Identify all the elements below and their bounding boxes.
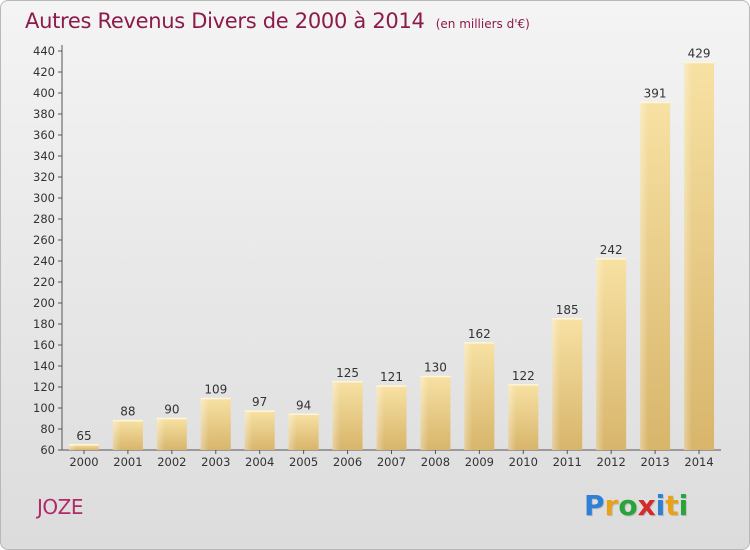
bar-2000 [68, 444, 99, 450]
bar-highlight [596, 258, 605, 450]
bar-value-label: 391 [644, 86, 667, 100]
y-tick-label: 180 [33, 317, 55, 331]
bar-highlight [420, 376, 429, 450]
bar-value-label: 90 [164, 403, 179, 417]
x-tick-label: 2007 [377, 455, 406, 469]
y-tick-label: 140 [33, 359, 55, 373]
brand-letter: o [618, 489, 638, 522]
bar-highlight [200, 398, 209, 450]
x-tick-label: 2011 [553, 455, 582, 469]
x-tick-label: 2002 [157, 455, 186, 469]
x-tick-label: 2009 [465, 455, 494, 469]
bar-value-labels: 65 88 90 109 97 94 125 121 130 162 122 185 242 391 429 [76, 47, 710, 443]
bar-highlight [552, 318, 561, 450]
brand-logo: Proxiti [584, 489, 688, 522]
bar-highlight [640, 102, 649, 450]
brand-letter: i [655, 489, 666, 522]
bar-value-label: 94 [296, 398, 311, 412]
bar-value-label: 242 [600, 243, 623, 257]
y-tick-label: 80 [40, 422, 55, 436]
bar-highlight [156, 418, 165, 450]
y-tick-label: 320 [33, 170, 55, 184]
x-tick-label: 2000 [69, 455, 98, 469]
bar-value-label: 65 [76, 429, 91, 443]
y-tick-label: 260 [33, 233, 55, 247]
x-tick-label: 2008 [421, 455, 450, 469]
y-tick-label: 60 [40, 443, 55, 457]
bar-value-label: 97 [252, 395, 267, 409]
x-tick-label: 2006 [333, 455, 362, 469]
commune-label: JOZE [37, 495, 83, 519]
y-tick-label: 120 [33, 380, 55, 394]
bar-highlight [508, 384, 517, 450]
bar-value-label: 162 [468, 327, 491, 341]
x-tick-label: 2012 [597, 455, 626, 469]
y-tick-label: 160 [33, 338, 55, 352]
y-tick-label: 420 [33, 65, 55, 79]
x-tick-label: 2010 [509, 455, 538, 469]
bar-highlight [112, 420, 121, 450]
bar-highlight [68, 444, 77, 450]
bar-value-label: 130 [424, 361, 447, 375]
y-tick-label: 220 [33, 275, 55, 289]
x-axis: 2000 2001 2002 2003 2004 2005 2006 2007 2008 2009… [62, 449, 721, 469]
x-tick-label: 2001 [113, 455, 142, 469]
y-tick-label: 100 [33, 401, 55, 415]
bars [68, 61, 715, 451]
brand-letter: r [604, 489, 619, 522]
chart-subtitle: (en milliers d'€) [435, 17, 530, 31]
bar-value-label: 429 [688, 47, 711, 61]
y-tick-label: 200 [33, 296, 55, 310]
y-tick-label: 440 [33, 44, 55, 58]
x-tick-label: 2004 [245, 455, 274, 469]
bar-value-label: 121 [380, 370, 403, 384]
chart-title: Autres Revenus Divers de 2000 à 2014 [25, 9, 425, 33]
bar-highlight [332, 381, 341, 450]
bar-highlight [464, 342, 473, 450]
brand-letter: P [584, 489, 605, 522]
bar-highlight [288, 414, 297, 450]
brand-letter: t [665, 489, 679, 522]
y-tick-label: 280 [33, 212, 55, 226]
y-tick-label: 360 [33, 128, 55, 142]
bar-highlight [376, 385, 385, 450]
x-tick-label: 2005 [289, 455, 318, 469]
brand-letter: x [637, 489, 656, 522]
bar-value-label: 109 [204, 383, 227, 397]
y-axis: 60 80 100 120 140 160 180 200 220 240 260 280 300 320… [33, 44, 63, 457]
y-tick-label: 380 [33, 107, 55, 121]
x-tick-label: 2013 [640, 455, 669, 469]
x-tick-label: 2014 [684, 455, 713, 469]
bar-value-label: 185 [556, 303, 579, 317]
title-row: Autres Revenus Divers de 2000 à 2014 (en… [25, 9, 530, 33]
y-tick-label: 240 [33, 254, 55, 268]
brand-letter: i [678, 489, 689, 522]
bar-highlight [684, 62, 693, 451]
y-tick-label: 340 [33, 149, 55, 163]
bar-value-label: 88 [120, 405, 135, 419]
y-tick-label: 300 [33, 191, 55, 205]
x-tick-label: 2003 [201, 455, 230, 469]
bar-highlight [244, 411, 253, 450]
y-tick-label: 400 [33, 86, 55, 100]
bar-value-label: 122 [512, 369, 535, 383]
bar-value-label: 125 [336, 366, 359, 380]
